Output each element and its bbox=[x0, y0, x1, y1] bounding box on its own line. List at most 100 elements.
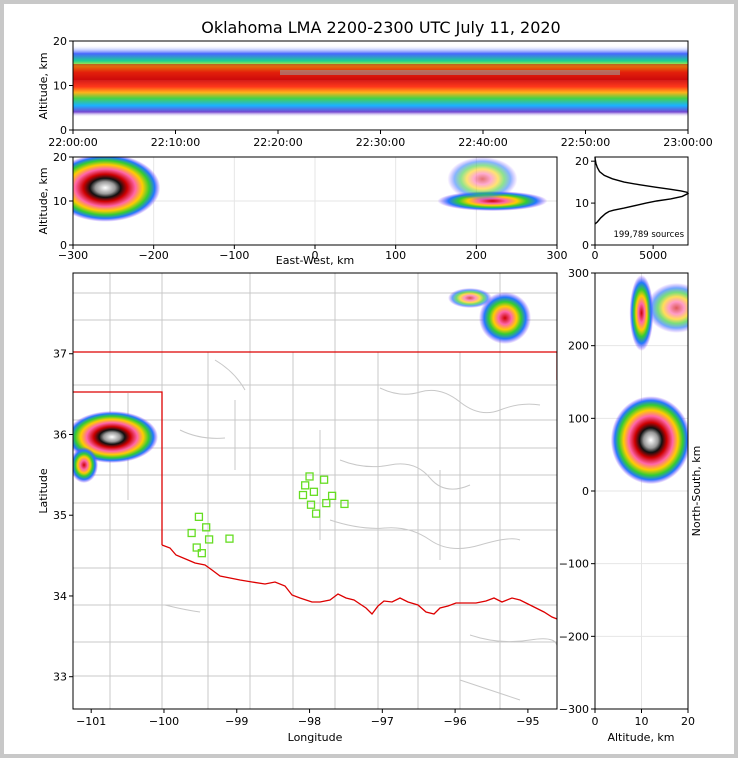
ns-height-ylabel: North-South, km bbox=[690, 446, 703, 537]
th-xtick-label: 22:40:00 bbox=[458, 136, 507, 149]
ew-height-data bbox=[73, 157, 548, 222]
th-xtick-label: 23:00:00 bbox=[663, 136, 712, 149]
lma-station-marker bbox=[301, 481, 310, 490]
th-ytick-label: 20 bbox=[53, 35, 67, 48]
time-height-panel: 22:00:00 22:10:00 22:20:00 22:30:00 22:40:00… bbox=[37, 35, 713, 149]
pv-xtick-label: −99 bbox=[225, 715, 248, 728]
lma-station-marker bbox=[298, 490, 308, 500]
time-height-data bbox=[73, 45, 688, 117]
plan-view-panel: −101 −100 −99 −98 −97 −96 −95 33 34 35 36 37 Longit… bbox=[37, 272, 558, 744]
th-ytick-label: 10 bbox=[53, 80, 67, 93]
lma-station-marker bbox=[202, 523, 211, 532]
ew-xtick-label: −300 bbox=[58, 249, 88, 262]
west-storm-cell bbox=[73, 411, 158, 463]
pv-xtick-label: −100 bbox=[149, 715, 179, 728]
hist-xtick-label: 5000 bbox=[639, 249, 667, 262]
pv-ytick-label: 34 bbox=[53, 590, 67, 603]
oklahoma-north-border bbox=[73, 351, 557, 380]
ew-height-panel: −300 −200 −100 0 100 200 300 0 10 20 East-West, k… bbox=[37, 151, 568, 267]
th-xtick-label: 22:10:00 bbox=[151, 136, 200, 149]
histogram-line bbox=[594, 156, 690, 225]
lma-station-marker bbox=[194, 512, 204, 521]
ew-xtick-label: 300 bbox=[547, 249, 568, 262]
time-height-ylabel: Altitude, km bbox=[37, 52, 50, 119]
th-xtick-label: 22:20:00 bbox=[253, 136, 302, 149]
time-height-density-band bbox=[73, 45, 688, 117]
ns-xtick-label: 10 bbox=[635, 715, 649, 728]
pv-xtick-label: −95 bbox=[516, 715, 539, 728]
ns-west-storm-cell bbox=[610, 396, 688, 485]
ns-height-xlabel: Altitude, km bbox=[607, 731, 674, 744]
ns-ytick-label: −300 bbox=[559, 703, 589, 716]
pv-ytick-label: 36 bbox=[53, 428, 67, 441]
ns-height-panel: 0 10 20 −300 −200 −100 0 100 200 300 Altitude, km… bbox=[559, 267, 703, 744]
hist-ytick-label: 20 bbox=[575, 155, 589, 168]
histogram-panel: 0 5000 0 10 20 199,789 sources bbox=[575, 155, 690, 262]
lma-station-marker bbox=[306, 500, 316, 509]
figure-title: Oklahoma LMA 2200-2300 UTC July 11, 2020 bbox=[201, 18, 560, 37]
ew-xtick-label: 200 bbox=[466, 249, 487, 262]
plan-view-axes: −101 −100 −99 −98 −97 −96 −95 33 34 35 36 37 bbox=[53, 348, 539, 728]
th-xtick-label: 22:50:00 bbox=[561, 136, 610, 149]
ns-northeast-storm-cell bbox=[629, 274, 654, 351]
ew-height-axes: −300 −200 −100 0 100 200 300 0 10 20 bbox=[53, 151, 568, 262]
ew-east-storm-anvil bbox=[447, 157, 518, 201]
plan-view-xlabel: Longitude bbox=[288, 731, 343, 744]
lma-station-marker bbox=[340, 499, 349, 509]
northeast-storm-cell bbox=[479, 292, 531, 344]
ns-ytick-label: 200 bbox=[568, 340, 589, 353]
ns-height-data bbox=[610, 274, 688, 485]
ew-xtick-label: 0 bbox=[312, 249, 319, 262]
lma-station-marker bbox=[192, 543, 201, 552]
lma-station-marker bbox=[305, 472, 314, 481]
ns-ytick-label: 0 bbox=[582, 485, 589, 498]
pv-ytick-label: 33 bbox=[53, 671, 67, 684]
lma-stations bbox=[187, 472, 349, 558]
time-height-peak bbox=[280, 70, 620, 75]
histogram-source-count: 199,789 sources bbox=[613, 230, 684, 240]
storm-cells bbox=[73, 288, 531, 483]
northeast-storm-tail bbox=[448, 288, 492, 308]
plan-view-frame bbox=[72, 272, 558, 710]
hist-xtick-label: 0 bbox=[592, 249, 599, 262]
lma-station-marker bbox=[197, 549, 206, 558]
ew-xtick-label: −100 bbox=[219, 249, 249, 262]
lma-station-marker bbox=[319, 475, 329, 484]
ew-xtick-label: 100 bbox=[385, 249, 406, 262]
ns-ytick-label: −100 bbox=[559, 558, 589, 571]
ns-ytick-label: 300 bbox=[568, 267, 589, 280]
ew-height-ylabel: Altitude, km bbox=[37, 167, 50, 234]
ns-height-axes: 0 10 20 −300 −200 −100 0 100 200 300 bbox=[559, 267, 695, 728]
ns-northeast-storm-anvil bbox=[646, 282, 688, 333]
plan-view-map bbox=[73, 273, 557, 709]
lma-station-marker bbox=[327, 491, 337, 500]
ns-xtick-label: 0 bbox=[592, 715, 599, 728]
pv-xtick-label: −98 bbox=[298, 715, 321, 728]
ew-xtick-label: −200 bbox=[139, 249, 169, 262]
time-height-axes: 22:00:00 22:10:00 22:20:00 22:30:00 22:40:00… bbox=[48, 35, 712, 149]
hist-ytick-label: 0 bbox=[582, 239, 589, 252]
ew-west-storm-cell bbox=[73, 157, 161, 222]
th-ytick-label: 0 bbox=[60, 124, 67, 137]
pv-ytick-label: 37 bbox=[53, 348, 67, 361]
west-storm-trail bbox=[73, 447, 98, 483]
ew-ytick-label: 10 bbox=[53, 195, 67, 208]
oklahoma-panhandle-border bbox=[73, 391, 163, 545]
histogram-frame bbox=[594, 156, 689, 246]
histogram-axes: 0 5000 0 10 20 bbox=[575, 155, 667, 262]
red-river-border bbox=[161, 544, 557, 620]
lma-station-marker bbox=[225, 534, 234, 543]
lma-station-marker bbox=[311, 509, 321, 518]
figure-canvas: Oklahoma LMA 2200-2300 UTC July 11, 2020… bbox=[37, 18, 713, 744]
ew-height-xlabel: East-West, km bbox=[276, 254, 354, 267]
ns-xtick-label: 20 bbox=[681, 715, 695, 728]
pv-xtick-label: −101 bbox=[76, 715, 106, 728]
pv-ytick-label: 35 bbox=[53, 509, 67, 522]
ns-ytick-label: −200 bbox=[559, 630, 589, 643]
pv-xtick-label: −96 bbox=[443, 715, 466, 728]
hist-ytick-label: 10 bbox=[575, 197, 589, 210]
plan-view-ylabel: Latitude bbox=[37, 468, 50, 514]
lma-station-marker bbox=[309, 487, 319, 496]
lma-station-marker bbox=[187, 528, 196, 538]
ns-ytick-label: 100 bbox=[568, 412, 589, 425]
